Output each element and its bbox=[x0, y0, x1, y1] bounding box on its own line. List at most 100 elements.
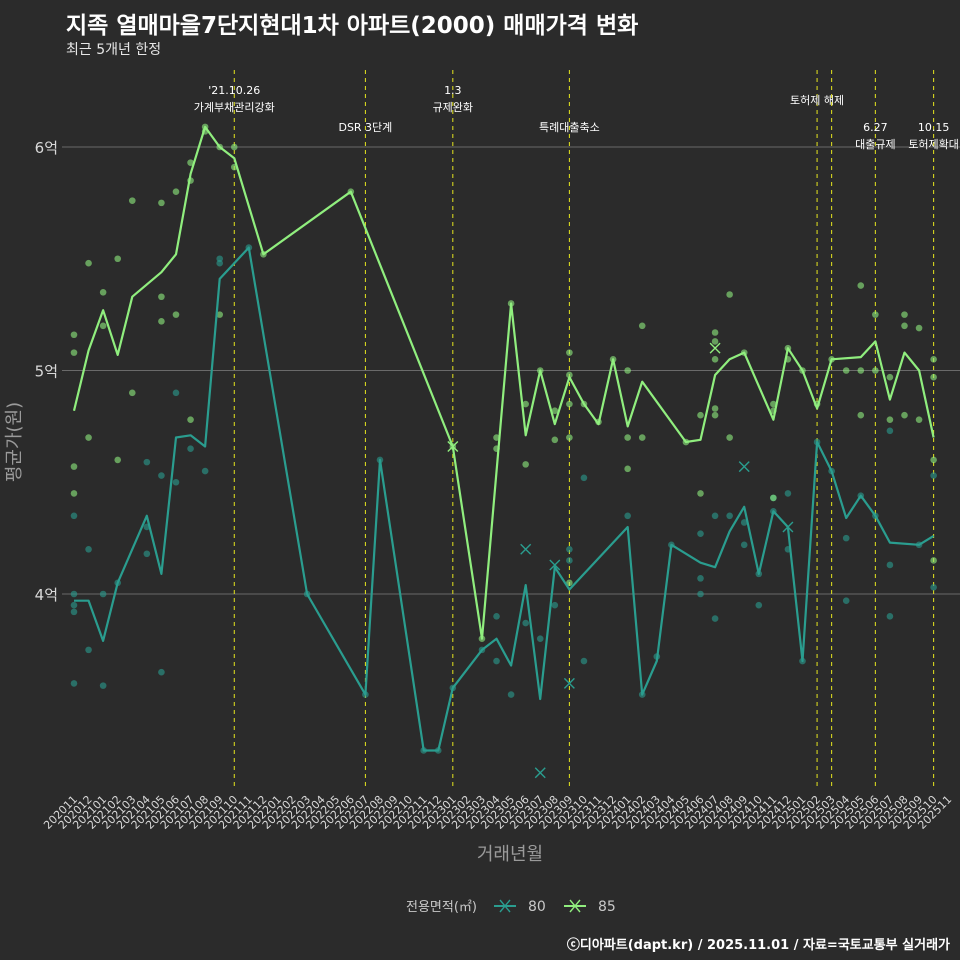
data-point bbox=[99, 590, 107, 598]
data-point bbox=[857, 282, 865, 289]
x-axis-title: 거래년월 bbox=[477, 844, 543, 865]
data-point bbox=[624, 465, 631, 473]
data-point bbox=[872, 311, 879, 318]
data-point bbox=[857, 411, 865, 419]
data-point bbox=[930, 373, 937, 381]
data-point bbox=[522, 619, 529, 627]
legend-cross-80 bbox=[499, 899, 511, 913]
data-point bbox=[85, 259, 92, 267]
data-point bbox=[711, 405, 719, 412]
data-point bbox=[158, 199, 165, 207]
cross-marker bbox=[709, 342, 721, 354]
data-point bbox=[842, 597, 850, 605]
data-point bbox=[99, 288, 107, 296]
chart-title: 지족 열매마을7단지현대1차 아파트(2000) 매매가격 변화 bbox=[66, 13, 639, 39]
data-point bbox=[172, 478, 180, 486]
data-point bbox=[755, 601, 763, 609]
cross-marker bbox=[738, 461, 750, 473]
data-point bbox=[70, 590, 78, 598]
data-point bbox=[114, 456, 122, 464]
event-label: 토허제확대 bbox=[908, 138, 959, 151]
data-point bbox=[70, 349, 78, 356]
data-point bbox=[128, 389, 136, 397]
data-point bbox=[566, 349, 573, 356]
data-point bbox=[857, 367, 865, 374]
data-point bbox=[172, 389, 180, 397]
data-point bbox=[697, 411, 704, 419]
data-point bbox=[70, 490, 78, 497]
data-point bbox=[784, 490, 792, 497]
data-point bbox=[85, 546, 92, 553]
data-point bbox=[624, 512, 631, 520]
data-point bbox=[901, 322, 908, 330]
data-point bbox=[551, 407, 559, 415]
data-point bbox=[580, 657, 588, 665]
data-point bbox=[638, 322, 646, 330]
data-point bbox=[697, 490, 704, 497]
data-point bbox=[158, 318, 165, 325]
data-point bbox=[216, 311, 223, 318]
data-point bbox=[201, 467, 209, 475]
data-point bbox=[551, 601, 559, 609]
data-point bbox=[566, 400, 573, 408]
data-point bbox=[85, 434, 92, 441]
data-point bbox=[915, 324, 923, 332]
data-point bbox=[930, 557, 937, 564]
event-label: 1.3 bbox=[444, 84, 462, 97]
event-label: 가계부채관리강화 bbox=[194, 101, 275, 114]
y-axis-title: 평균가(원) bbox=[4, 402, 25, 482]
data-point bbox=[158, 472, 165, 479]
data-point bbox=[697, 530, 704, 537]
event-label: 10.15 bbox=[918, 121, 950, 134]
cross-marker bbox=[534, 767, 546, 779]
scatter-points bbox=[70, 123, 937, 779]
axes: 4억5억6억2020112020122021012021022021032021… bbox=[4, 139, 954, 865]
data-point bbox=[770, 400, 777, 408]
data-point bbox=[70, 680, 78, 687]
data-point bbox=[158, 293, 165, 301]
data-point bbox=[726, 434, 733, 441]
event-label: 6.27 bbox=[863, 121, 888, 134]
data-point bbox=[536, 635, 544, 642]
data-point bbox=[70, 601, 78, 609]
series-line-85 bbox=[72, 125, 935, 640]
event-label: 규제완화 bbox=[433, 101, 473, 114]
data-point bbox=[711, 512, 719, 520]
data-point bbox=[638, 434, 646, 441]
data-point bbox=[522, 461, 529, 468]
legend: 전용면적(㎡) 80 85 bbox=[406, 899, 616, 915]
data-point bbox=[901, 311, 908, 318]
data-point bbox=[930, 472, 937, 479]
event-label: '21.10.26 bbox=[208, 84, 260, 97]
data-point bbox=[493, 657, 500, 665]
data-point bbox=[915, 416, 923, 423]
data-point bbox=[143, 458, 151, 466]
data-point bbox=[230, 143, 238, 151]
data-point bbox=[711, 356, 719, 363]
data-point bbox=[740, 519, 748, 526]
data-point bbox=[493, 613, 500, 620]
data-point bbox=[901, 411, 908, 419]
data-point bbox=[930, 583, 937, 591]
cross-marker bbox=[549, 559, 561, 571]
data-point bbox=[711, 329, 719, 336]
data-point bbox=[886, 613, 894, 620]
data-point bbox=[872, 367, 879, 374]
data-point bbox=[99, 322, 107, 330]
data-point bbox=[624, 367, 631, 374]
event-label: DSR 3단계 bbox=[338, 121, 392, 134]
data-point bbox=[740, 541, 748, 549]
data-point bbox=[566, 371, 573, 379]
data-point bbox=[187, 416, 194, 423]
data-point bbox=[930, 456, 937, 464]
data-point bbox=[711, 411, 719, 419]
data-point bbox=[172, 311, 180, 318]
data-point bbox=[128, 197, 136, 204]
grid-lines bbox=[62, 146, 960, 595]
data-point bbox=[770, 494, 777, 502]
data-point bbox=[70, 608, 78, 616]
data-point bbox=[566, 434, 573, 441]
data-point bbox=[522, 400, 529, 408]
legend-title: 전용면적(㎡) bbox=[406, 900, 477, 915]
